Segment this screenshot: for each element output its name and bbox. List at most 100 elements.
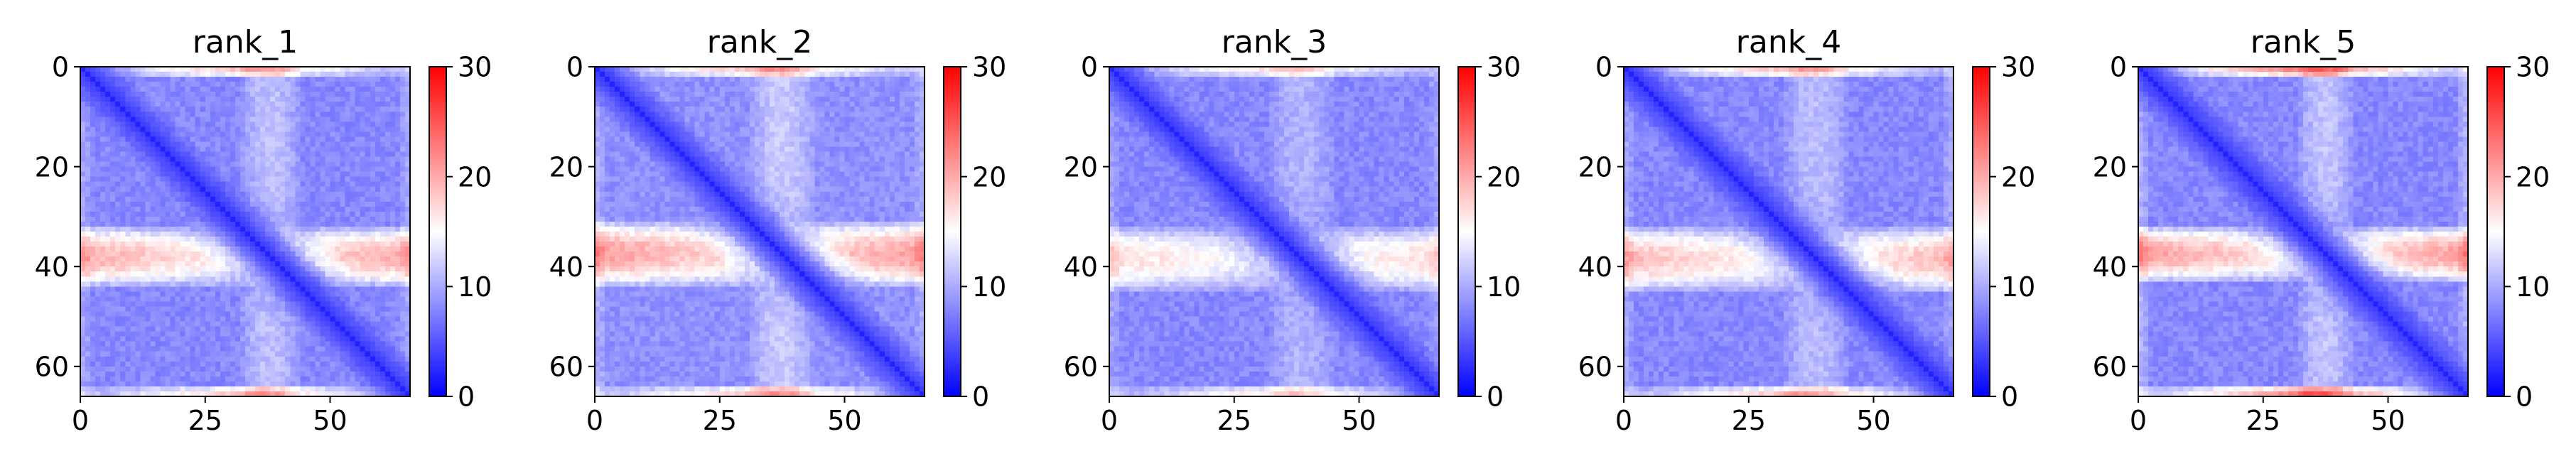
- heatmap-cell: [335, 102, 341, 107]
- heatmap-cell: [160, 172, 166, 178]
- heatmap-cell: [350, 182, 356, 188]
- heatmap-cell: [135, 242, 141, 247]
- heatmap-cell: [355, 167, 361, 173]
- heatmap-cell: [125, 352, 131, 357]
- heatmap-cell: [176, 237, 181, 242]
- heatmap-cell: [200, 87, 206, 92]
- heatmap-cell: [245, 296, 251, 302]
- y-tick-label: 0: [52, 52, 69, 83]
- heatmap-cell: [275, 271, 281, 277]
- heatmap-cell: [355, 381, 361, 387]
- heatmap-cell: [130, 367, 136, 372]
- heatmap-cell: [620, 67, 625, 72]
- heatmap-cell: [225, 197, 231, 202]
- heatmap-cell: [190, 311, 196, 317]
- heatmap-cell: [110, 352, 116, 357]
- heatmap-cell: [160, 227, 166, 232]
- heatmap-cell: [305, 311, 311, 317]
- heatmap-cell: [360, 327, 366, 332]
- heatmap-cell: [115, 177, 121, 183]
- heatmap-cell: [120, 276, 126, 282]
- heatmap-cell: [240, 301, 246, 307]
- heatmap-cell: [166, 246, 171, 252]
- heatmap-cell: [200, 121, 206, 127]
- heatmap-cell: [320, 92, 325, 97]
- heatmap-cell: [85, 197, 91, 202]
- x-tick-label: 50: [313, 405, 347, 436]
- heatmap-cell: [176, 197, 181, 202]
- heatmap-cell: [180, 357, 186, 362]
- heatmap-cell: [171, 152, 176, 158]
- heatmap-cell: [400, 82, 406, 87]
- heatmap-cell: [95, 332, 101, 337]
- heatmap-cell: [315, 222, 320, 227]
- heatmap-cell: [235, 187, 241, 193]
- heatmap-cell: [315, 291, 320, 297]
- heatmap-cell: [185, 141, 191, 147]
- heatmap-cell: [130, 187, 136, 193]
- heatmap-cell: [295, 251, 301, 257]
- heatmap-cell: [85, 386, 91, 392]
- heatmap-cell: [210, 187, 216, 193]
- heatmap-cell: [120, 152, 126, 158]
- heatmap-cell: [225, 121, 231, 127]
- heatmap-cell: [310, 317, 316, 323]
- heatmap-cell: [305, 192, 311, 197]
- heatmap-cell: [140, 97, 146, 102]
- heatmap-cell: [635, 97, 640, 102]
- heatmap-cell: [290, 296, 296, 302]
- heatmap-cell: [245, 177, 251, 183]
- heatmap-cell: [200, 182, 206, 188]
- heatmap-cell: [275, 92, 281, 97]
- heatmap-cell: [850, 97, 856, 102]
- heatmap-cell: [85, 256, 91, 262]
- heatmap-cell: [740, 102, 745, 107]
- heatmap-cell: [370, 157, 376, 163]
- heatmap-cell: [610, 87, 615, 92]
- heatmap-cell: [645, 82, 650, 87]
- heatmap-cell: [300, 131, 306, 137]
- heatmap-cell: [200, 386, 206, 392]
- heatmap-cell: [355, 291, 361, 297]
- heatmap-cell: [195, 232, 201, 237]
- heatmap-cell: [685, 77, 691, 82]
- heatmap-cell: [350, 291, 356, 297]
- heatmap-cell: [400, 372, 406, 377]
- heatmap-cell: [190, 367, 196, 372]
- heatmap-cell: [325, 131, 330, 137]
- heatmap-cell: [350, 381, 356, 387]
- heatmap-cell: [310, 162, 316, 168]
- heatmap-cell: [290, 136, 296, 142]
- heatmap-cell: [85, 322, 91, 327]
- heatmap-cell: [340, 152, 346, 158]
- heatmap-cell: [350, 97, 356, 102]
- heatmap-cell: [135, 381, 141, 387]
- heatmap-cell: [375, 256, 381, 262]
- heatmap-cell: [775, 97, 780, 102]
- heatmap-cell: [360, 337, 366, 342]
- heatmap-cell: [85, 222, 91, 227]
- heatmap-cell: [250, 212, 256, 217]
- heatmap-cell: [794, 107, 800, 112]
- heatmap-cell: [400, 202, 406, 207]
- heatmap-cell: [130, 261, 136, 267]
- heatmap-cell: [90, 322, 96, 327]
- heatmap-cell: [305, 291, 311, 297]
- heatmap-cell: [320, 311, 325, 317]
- heatmap-cell: [310, 182, 316, 188]
- heatmap-cell: [240, 296, 246, 302]
- heatmap-cell: [110, 381, 116, 387]
- heatmap-cell: [145, 266, 151, 272]
- heatmap-cell: [355, 276, 361, 282]
- heatmap-cell: [160, 152, 166, 158]
- heatmap-cell: [110, 116, 116, 122]
- heatmap-cell: [265, 386, 271, 392]
- heatmap-cell: [160, 187, 166, 193]
- heatmap-cell: [140, 192, 146, 197]
- heatmap-cell: [160, 192, 166, 197]
- heatmap-cell: [130, 182, 136, 188]
- heatmap-cell: [95, 92, 101, 97]
- heatmap-cell: [355, 271, 361, 277]
- heatmap-cell: [110, 172, 116, 178]
- heatmap-cell: [290, 242, 296, 247]
